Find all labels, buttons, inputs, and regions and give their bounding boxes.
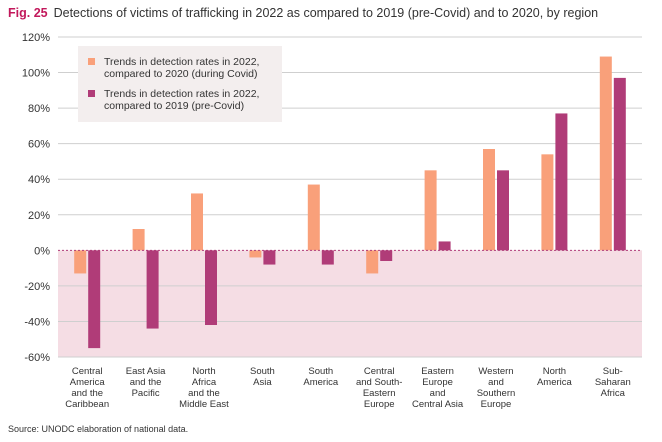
bar-vs-2020: [366, 250, 379, 274]
y-tick-label: 60%: [28, 139, 50, 151]
y-tick-label: 0%: [34, 245, 50, 257]
x-category-label: Central America and the Caribbean: [65, 366, 109, 410]
bar-vs-2020: [424, 170, 437, 251]
bar-vs-2019: [555, 113, 568, 251]
x-category-label: Western and Southern Europe: [477, 366, 516, 410]
figure-title: Fig. 25 Detections of victims of traffick…: [8, 6, 598, 20]
legend-label: Trends in detection rates in 2022, compar…: [104, 56, 259, 80]
y-tick-label: 100%: [22, 68, 50, 80]
y-tick-label: -60%: [24, 352, 50, 364]
x-category-label: North Africa and the Middle East: [179, 366, 229, 410]
bar-vs-2020: [541, 154, 554, 251]
x-category-label: South Asia: [250, 366, 275, 388]
bar-vs-2019: [263, 250, 276, 265]
x-category-label: East Asia and the Pacific: [126, 366, 166, 399]
y-tick-label: 80%: [28, 103, 50, 115]
bar-chart: 120% 100% 80% 60% 40% 20% 0% -20% -40% -60% Centr…: [22, 32, 642, 410]
y-tick-label: -40%: [24, 316, 50, 328]
bar-vs-2020: [132, 229, 145, 251]
bar-vs-2020: [74, 250, 87, 274]
bar-vs-2020: [307, 184, 320, 251]
x-category-label: Sub-Saharan Africa: [595, 366, 631, 399]
bar-vs-2019: [497, 170, 509, 251]
bar-vs-2020: [483, 149, 495, 251]
x-category-label: Eastern Europe and Central Asia: [412, 366, 464, 410]
figure-label: Fig. 25: [8, 6, 48, 20]
bar-vs-2020: [599, 56, 612, 251]
bar-vs-2019: [380, 250, 393, 261]
y-tick-label: -20%: [24, 281, 50, 293]
x-category-label: Central and South-Eastern Europe: [356, 366, 402, 410]
source-note: Source: UNODC elaboration of national da…: [8, 424, 189, 434]
x-category-label: North America: [537, 366, 573, 388]
y-tick-label: 20%: [28, 210, 50, 222]
legend-box: [78, 46, 282, 122]
y-tick-label: 120%: [22, 32, 50, 44]
negative-region-band: [58, 250, 642, 357]
bar-vs-2019: [88, 250, 101, 349]
bar-vs-2019: [146, 250, 159, 329]
bar-vs-2020: [191, 193, 203, 251]
bar-vs-2019: [613, 77, 626, 251]
legend-label: Trends in detection rates in 2022, compar…: [104, 88, 259, 112]
bar-vs-2019: [205, 250, 217, 325]
legend-swatch: [88, 58, 95, 65]
bar-vs-2020: [249, 250, 262, 258]
x-category-label: South America: [303, 366, 339, 388]
y-tick-label: 40%: [28, 174, 50, 186]
legend-swatch: [88, 90, 95, 97]
bar-vs-2019: [438, 241, 451, 251]
bar-vs-2019: [321, 250, 334, 265]
chart-title: Detections of victims of trafficking in …: [53, 6, 599, 20]
